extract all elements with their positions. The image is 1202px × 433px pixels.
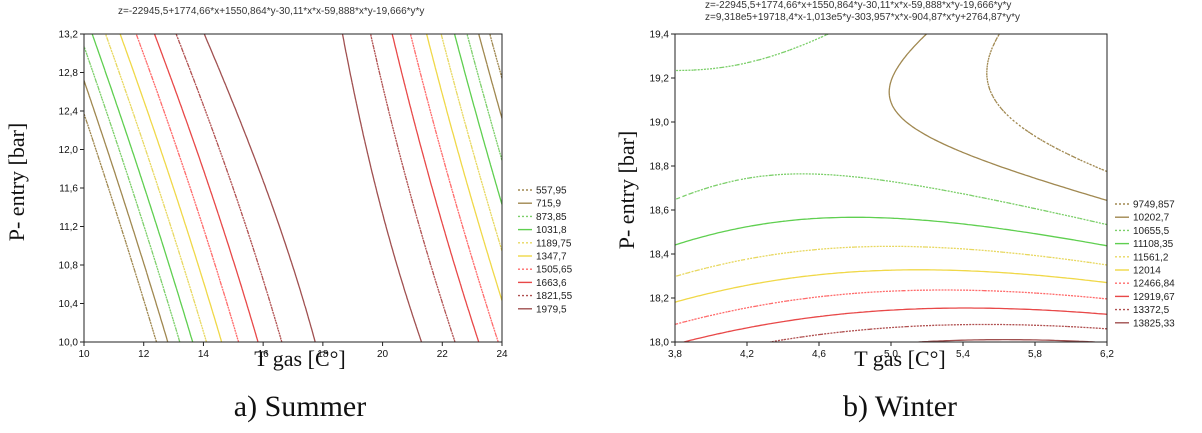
chart-formula: z=-22945,5+1774,66*x+1550,864*y-30,11*x*… <box>118 6 424 17</box>
x-tick-label: 10 <box>78 349 90 360</box>
plot-area: 3,8 4,2 4,6 5,0 5,4 5,8 6,2 18,0 18,2 18,4 18,6 18,… <box>650 30 1115 361</box>
contour-lines <box>675 34 1107 342</box>
contour-line-873,85 <box>84 34 502 342</box>
legend-label: 11108,35 <box>1133 239 1174 250</box>
legend-label: 1347,7 <box>536 252 567 263</box>
legend-label: 13372,5 <box>1133 305 1170 316</box>
y-tick-label: 13,2 <box>59 30 79 41</box>
x-tick-label: 20 <box>377 349 389 360</box>
x-tick-label: 18 <box>317 349 329 360</box>
y-tick-label: 19,2 <box>650 74 670 85</box>
legend-label: 1979,5 <box>536 304 567 315</box>
legend-label: 557,95 <box>536 186 567 197</box>
y-tick-label: 12,4 <box>59 107 79 118</box>
x-tick-label: 5,0 <box>884 349 898 360</box>
chart-summer-svg: z=-22945,5+1774,66*x+1550,864*y-30,11*x*… <box>4 6 573 423</box>
contour-line-10202,7 <box>888 34 1107 202</box>
y-tick-label: 12,0 <box>59 145 79 156</box>
contour-line-12014 <box>675 269 1107 303</box>
x-tick-label: 24 <box>496 349 508 360</box>
chart-panel-winter: z=-22945,5+1774,66*x+1550,864*y-30,11*x*… <box>610 0 1202 428</box>
legend-label: 1505,65 <box>536 265 573 276</box>
legend-label: 1821,55 <box>536 291 573 302</box>
x-tick-label: 22 <box>437 349 449 360</box>
contour-line-1031,8 <box>91 34 502 342</box>
legend-label: 10655,5 <box>1133 226 1170 237</box>
x-tick-label: 3,8 <box>668 349 682 360</box>
legend-label: 10202,7 <box>1133 213 1170 224</box>
legend: 9749,857 10202,7 10655,5 11108,35 11561,2 120… <box>1115 200 1175 329</box>
contour-line-1821,55 <box>175 34 456 342</box>
x-axis-title: T gas [C°] <box>854 346 946 371</box>
legend-label: 11561,2 <box>1133 252 1169 263</box>
plot-area: 10 12 14 16 18 20 22 24 10,0 10,4 10,8 11,2 11,6 12,0… <box>59 30 508 361</box>
y-tick-label: 18,4 <box>650 250 670 261</box>
legend-label: 12919,67 <box>1133 292 1175 303</box>
legend-label: 12466,84 <box>1133 279 1175 290</box>
y-tick-label: 11,6 <box>59 184 78 195</box>
legend-label: 12014 <box>1133 266 1161 277</box>
contour-line-13825,33 <box>918 338 1096 342</box>
y-tick-label: 18,6 <box>650 206 670 217</box>
y-tick-label: 10,4 <box>59 299 79 310</box>
x-tick-label: 16 <box>258 349 270 360</box>
x-tick-label: 12 <box>138 349 150 360</box>
y-tick-label: 18,0 <box>650 338 670 349</box>
contour-line-1189,75 <box>104 34 502 342</box>
contour-line-1663,6 <box>153 34 480 342</box>
legend: 557,95 715,9 873,85 1031,8 1189,75 1347,7 1505… <box>518 186 573 315</box>
y-tick-label: 18,8 <box>650 162 670 173</box>
y-axis-title: P- entry [bar] <box>614 131 639 250</box>
x-tick-label: 4,6 <box>812 349 826 360</box>
y-tick-label: 19,4 <box>650 30 670 41</box>
x-tick-label: 6,2 <box>1100 349 1114 360</box>
contour-line-1505,65 <box>135 34 499 342</box>
legend-label: 1031,8 <box>536 225 567 236</box>
plot-background <box>675 34 1107 342</box>
x-tick-label: 14 <box>198 349 210 360</box>
contour-line-1347,7 <box>119 34 502 342</box>
y-tick-label: 10,0 <box>59 338 79 349</box>
contour-line-9749,857 <box>986 34 1107 173</box>
legend-label: 13825,33 <box>1133 318 1175 329</box>
y-tick-label: 10,8 <box>59 261 79 272</box>
contour-line-1979,5 <box>203 34 423 342</box>
contour-line-12466,84 <box>675 289 1107 326</box>
contour-line-715,9 <box>84 34 502 342</box>
contour-line-10655,5 <box>675 34 1107 226</box>
y-tick-label: 11,2 <box>59 222 78 233</box>
y-tick-label: 12,8 <box>59 68 79 79</box>
y-tick-label: 19,0 <box>650 118 670 129</box>
x-axis-title: T gas [C°] <box>254 346 346 371</box>
panel-caption: b) Winter <box>843 390 957 423</box>
legend-label: 1663,6 <box>536 278 567 289</box>
chart-panel-summer: z=-22945,5+1774,66*x+1550,864*y-30,11*x*… <box>0 0 600 428</box>
legend-label: 715,9 <box>536 199 561 210</box>
contour-line-557,95 <box>84 34 502 342</box>
chart-winter-svg: z=-22945,5+1774,66*x+1550,864*y-30,11*x*… <box>614 0 1175 423</box>
x-tick-label: 5,8 <box>1028 349 1042 360</box>
y-axis-title: P- entry [bar] <box>4 123 29 242</box>
x-tick-label: 4,2 <box>740 349 754 360</box>
legend-label: 1189,75 <box>536 238 572 249</box>
y-tick-label: 18,2 <box>650 294 670 305</box>
legend-label: 9749,857 <box>1133 200 1175 211</box>
legend-label: 873,85 <box>536 212 567 223</box>
contour-lines <box>84 34 502 342</box>
contour-line-11561,2 <box>675 245 1107 278</box>
x-tick-label: 5,4 <box>956 349 970 360</box>
plot-background <box>84 34 502 342</box>
chart-formula: z=9,318e5+19718,4*x-1,013e5*y-303,957*x*… <box>705 12 1020 23</box>
contour-line-11108,35 <box>675 216 1107 247</box>
panel-caption: a) Summer <box>234 390 366 423</box>
chart-formula-clipped: z=-22945,5+1774,66*x+1550,864*y-30,11*x*… <box>705 0 1011 11</box>
